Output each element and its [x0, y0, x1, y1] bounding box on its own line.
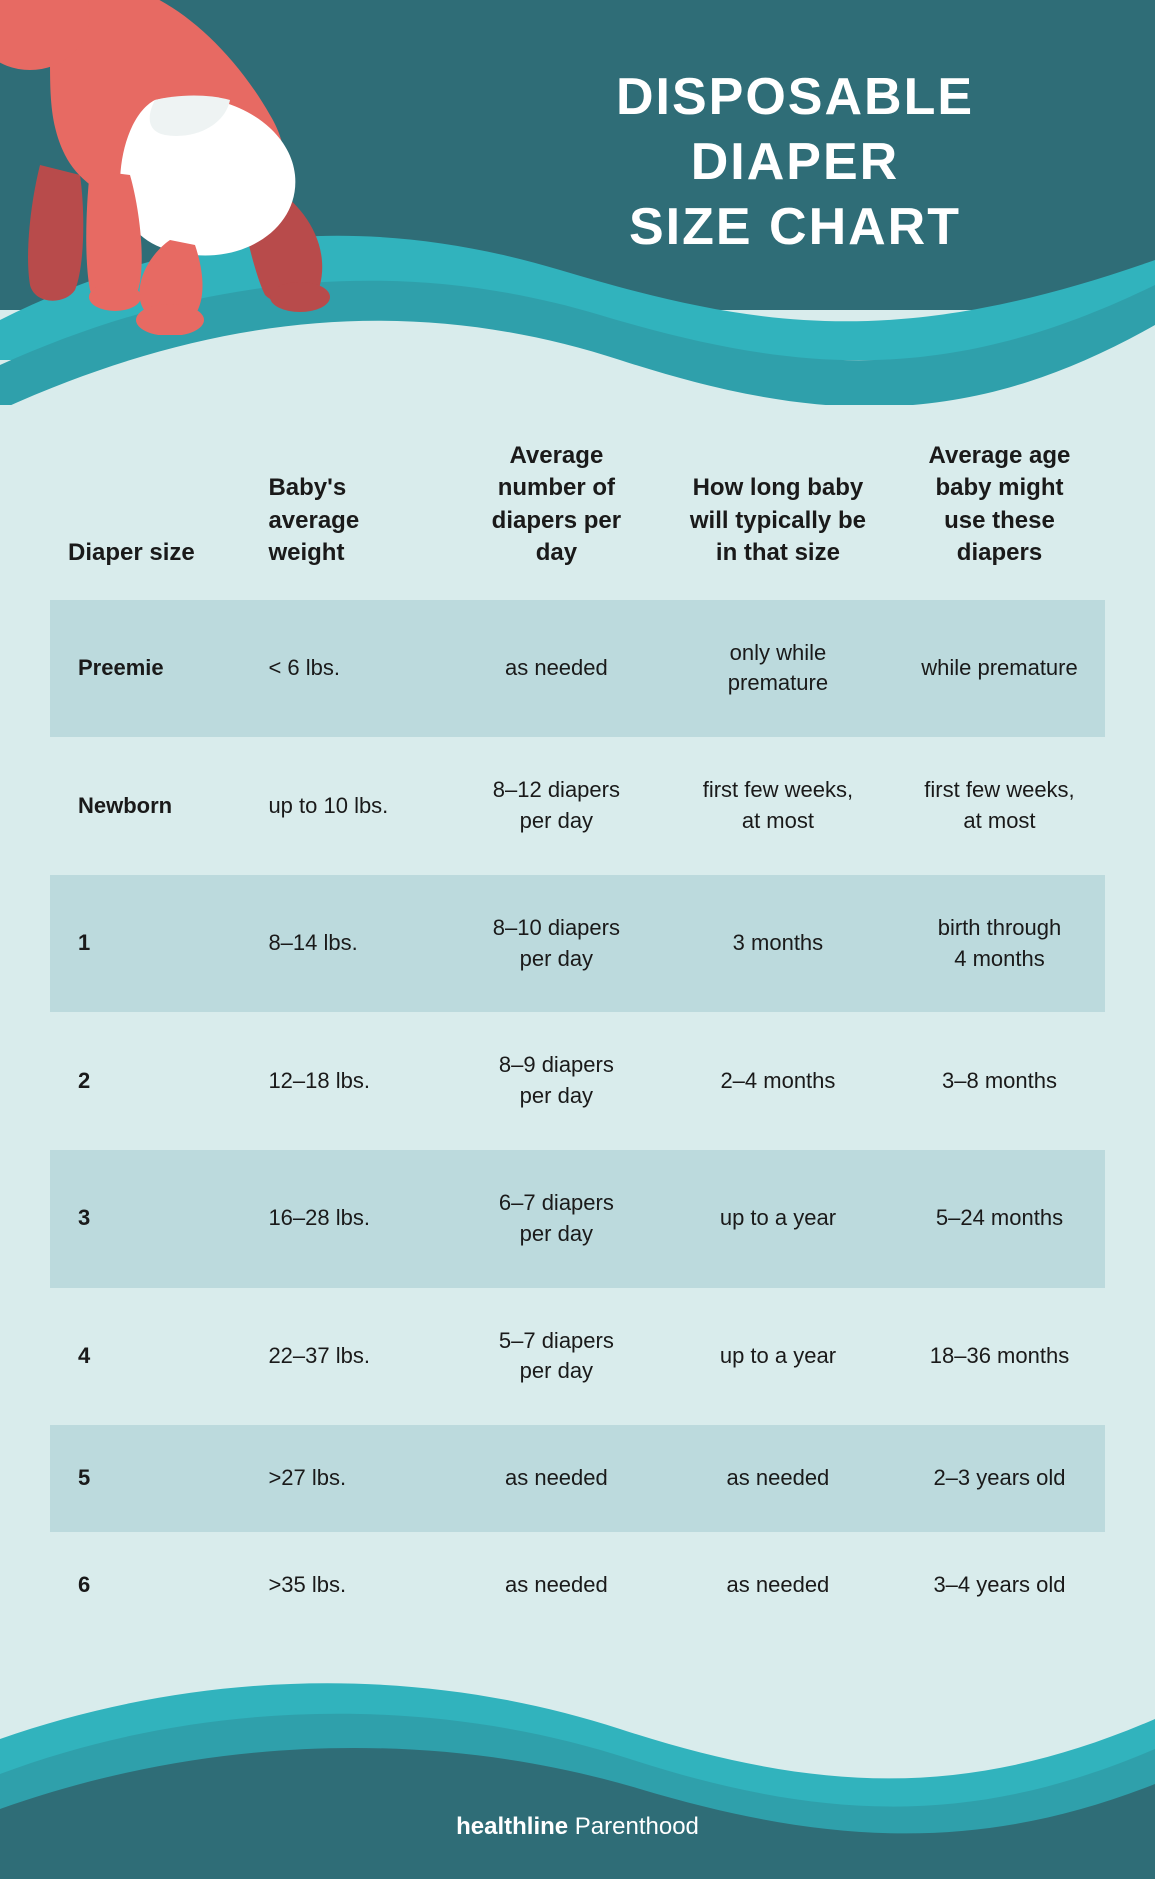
- table-row: 6>35 lbs.as neededas needed3–4 years old: [50, 1532, 1105, 1639]
- footer-waves: healthline Parenthood: [0, 1649, 1155, 1879]
- cell-size: 5: [50, 1425, 250, 1532]
- cell-age: 18–36 months: [894, 1288, 1105, 1426]
- cell-size: 1: [50, 875, 250, 1013]
- cell-weight: 22–37 lbs.: [250, 1288, 450, 1426]
- col-header-duration: How long baby will typically be in that …: [662, 440, 894, 600]
- col-header-perday: Average number of diapers per day: [451, 440, 662, 600]
- cell-age: 5–24 months: [894, 1150, 1105, 1288]
- cell-weight: >35 lbs.: [250, 1532, 450, 1639]
- brand-sub: Parenthood: [568, 1813, 699, 1840]
- cell-per-day: as needed: [451, 1532, 662, 1639]
- cell-age: first few weeks,at most: [894, 737, 1105, 875]
- cell-weight: < 6 lbs.: [250, 600, 450, 738]
- table-row: 212–18 lbs.8–9 diapersper day2–4 months3…: [50, 1012, 1105, 1150]
- cell-duration: as needed: [662, 1532, 894, 1639]
- cell-per-day: 8–10 diapersper day: [451, 875, 662, 1013]
- cell-duration: first few weeks,at most: [662, 737, 894, 875]
- cell-size: Preemie: [50, 600, 250, 738]
- cell-per-day: as needed: [451, 600, 662, 738]
- table-row: 422–37 lbs.5–7 diapersper dayup to a yea…: [50, 1288, 1105, 1426]
- cell-duration: as needed: [662, 1425, 894, 1532]
- table-row: 5>27 lbs.as neededas needed2–3 years old: [50, 1425, 1105, 1532]
- cell-per-day: 5–7 diapersper day: [451, 1288, 662, 1426]
- title-line-3: SIZE CHART: [629, 198, 961, 256]
- cell-size: 3: [50, 1150, 250, 1288]
- cell-duration: 3 months: [662, 875, 894, 1013]
- header: DISPOSABLE DIAPER SIZE CHART: [0, 0, 1155, 440]
- cell-duration: only whilepremature: [662, 600, 894, 738]
- cell-weight: 12–18 lbs.: [250, 1012, 450, 1150]
- cell-per-day: 6–7 diapersper day: [451, 1150, 662, 1288]
- brand-footer: healthline Parenthood: [0, 1813, 1155, 1841]
- table-row: Preemie< 6 lbs.as neededonly whilepremat…: [50, 600, 1105, 738]
- cell-age: 3–4 years old: [894, 1532, 1105, 1639]
- infographic-title: DISPOSABLE DIAPER SIZE CHART: [515, 65, 1075, 260]
- table-row: Newbornup to 10 lbs.8–12 diapersper dayf…: [50, 737, 1105, 875]
- baby-illustration: [0, 0, 410, 335]
- cell-duration: up to a year: [662, 1288, 894, 1426]
- table-header-row: Diaper size Baby's average weight Averag…: [50, 440, 1105, 600]
- cell-size: 4: [50, 1288, 250, 1426]
- footer-wave-svg: [0, 1649, 1155, 1879]
- cell-duration: up to a year: [662, 1150, 894, 1288]
- brand-name: healthline: [456, 1813, 568, 1840]
- cell-weight: 16–28 lbs.: [250, 1150, 450, 1288]
- cell-weight: 8–14 lbs.: [250, 875, 450, 1013]
- cell-age: while premature: [894, 600, 1105, 738]
- cell-per-day: 8–9 diapersper day: [451, 1012, 662, 1150]
- title-line-1: DISPOSABLE: [616, 68, 974, 126]
- diaper-size-table: Diaper size Baby's average weight Averag…: [50, 440, 1105, 1639]
- diaper-size-infographic: DISPOSABLE DIAPER SIZE CHART Diaper size…: [0, 0, 1155, 1879]
- cell-per-day: as needed: [451, 1425, 662, 1532]
- col-header-weight: Baby's average weight: [250, 440, 450, 600]
- col-header-size: Diaper size: [50, 440, 250, 600]
- cell-weight: >27 lbs.: [250, 1425, 450, 1532]
- cell-size: Newborn: [50, 737, 250, 875]
- cell-duration: 2–4 months: [662, 1012, 894, 1150]
- cell-age: 2–3 years old: [894, 1425, 1105, 1532]
- cell-size: 2: [50, 1012, 250, 1150]
- cell-age: birth through4 months: [894, 875, 1105, 1013]
- table-row: 316–28 lbs.6–7 diapersper dayup to a yea…: [50, 1150, 1105, 1288]
- cell-size: 6: [50, 1532, 250, 1639]
- cell-per-day: 8–12 diapersper day: [451, 737, 662, 875]
- title-line-2: DIAPER: [691, 133, 899, 191]
- col-header-age: Average age baby might use these diapers: [894, 440, 1105, 600]
- cell-weight: up to 10 lbs.: [250, 737, 450, 875]
- table-row: 18–14 lbs.8–10 diapersper day3 monthsbir…: [50, 875, 1105, 1013]
- cell-age: 3–8 months: [894, 1012, 1105, 1150]
